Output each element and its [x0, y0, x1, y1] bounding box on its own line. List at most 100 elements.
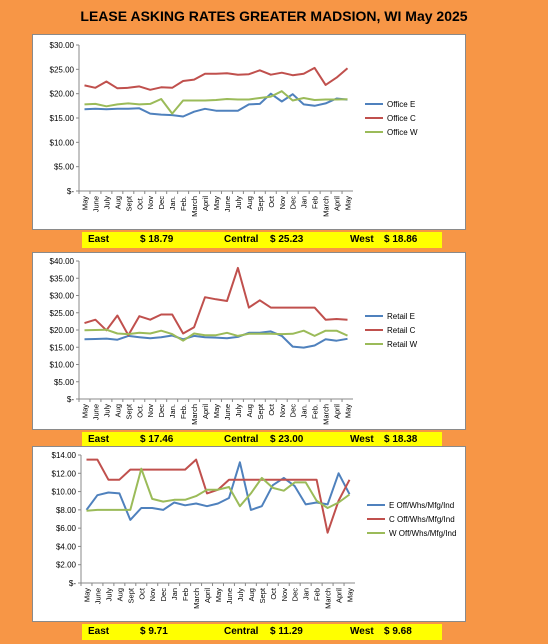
y-tick-label: $4.00 — [56, 542, 77, 551]
industrial-chart-panel: $- $2.00 $4.00 $6.00 $8.00 $10.00 $12.00 $14.00… — [32, 446, 466, 622]
y-tick-label: $15.00 — [50, 114, 75, 123]
y-tick-label: $25.00 — [50, 65, 75, 74]
y-tick-label: $35.00 — [50, 274, 75, 283]
office-chart: $- $5.00 $10.00 $15.00 $20.00 $25.00 $30.00 May… — [50, 41, 418, 217]
y-tick-label: $20.00 — [50, 90, 75, 99]
x-tick-label: Nov — [278, 196, 287, 210]
x-tick-label: Jan. — [168, 196, 177, 210]
legend-label: Retail W — [387, 340, 418, 349]
x-tick-label: Dec — [159, 588, 168, 602]
x-tick-label: Jan — [170, 588, 179, 600]
west-label: West — [350, 626, 374, 637]
y-tick-label: $5.00 — [54, 163, 75, 172]
y-tick-label: $40.00 — [50, 257, 75, 266]
east-value: $ 9.71 — [140, 626, 168, 637]
y-tick-label: $12.00 — [52, 469, 77, 478]
x-tick-label: March — [322, 196, 331, 217]
x-tick-label: May — [82, 588, 91, 602]
y-tick-label: $10.00 — [52, 488, 77, 497]
x-tick-label: July — [234, 196, 243, 210]
x-tick-label: Aug — [113, 196, 122, 209]
east-label: East — [88, 234, 110, 245]
x-tick-label: April — [201, 196, 210, 211]
central-label: Central — [224, 434, 259, 445]
page-title: LEASE ASKING RATES GREATER MADSION, WI M… — [80, 8, 468, 24]
x-tick-label: Oct. — [135, 196, 144, 210]
y-tick-label: $10.00 — [50, 361, 75, 370]
x-tick-label: Oct — [269, 587, 278, 600]
y-tick-label: $6.00 — [56, 524, 77, 533]
x-tick-label: June — [91, 196, 100, 212]
west-value: $ 18.86 — [384, 234, 418, 245]
y-tick-label: $25.00 — [50, 309, 75, 318]
legend-label: Retail E — [387, 312, 415, 321]
x-tick-label: April — [333, 196, 342, 211]
x-tick-label: May — [80, 196, 89, 210]
x-tick-label: April — [335, 588, 344, 603]
y-tick-label: $30.00 — [50, 41, 75, 50]
x-tick-label: Jan — [302, 588, 311, 600]
x-tick-label: May — [344, 196, 353, 210]
industrial-chart: $- $2.00 $4.00 $6.00 $8.00 $10.00 $12.00 $14.00… — [52, 451, 457, 609]
y-tick-label: $20.00 — [50, 326, 75, 335]
x-tick-label: May — [346, 588, 355, 602]
central-label: Central — [224, 234, 259, 245]
office-summary-bar: East $ 18.79 Central $ 25.23 West $ 18.8… — [82, 232, 442, 248]
y-tick-label: $15.00 — [50, 343, 75, 352]
x-tick-label: Sept — [124, 195, 133, 211]
x-tick-label: June — [93, 588, 102, 604]
x-tick-label: July — [236, 588, 245, 602]
x-tick-label: March — [322, 404, 331, 425]
central-value: $ 11.29 — [270, 626, 303, 637]
west-value: $ 18.38 — [384, 434, 418, 445]
x-tick-label: Feb — [313, 588, 322, 601]
legend-label: W Off/Whs/Mfg/Ind — [389, 529, 456, 538]
x-tick-label: Jan. — [168, 404, 177, 418]
west-label: West — [350, 234, 374, 245]
x-tick-label: Feb — [311, 196, 320, 209]
x-tick-label: June — [91, 404, 100, 420]
x-tick-label: Dec — [289, 196, 298, 210]
central-value: $ 25.23 — [270, 234, 304, 245]
series-line — [85, 461, 351, 521]
y-tick-label: $8.00 — [56, 506, 77, 515]
x-tick-label: Dec — [289, 404, 298, 418]
y-tick-label: $- — [67, 187, 74, 196]
x-tick-label: Dec — [157, 404, 166, 418]
industrial-summary-bar: East $ 9.71 Central $ 11.29 West $ 9.68 — [82, 624, 442, 640]
x-tick-label: April — [203, 588, 212, 603]
legend-label: C Off/Whs/Mfg/Ind — [389, 515, 455, 524]
x-tick-label: July — [102, 404, 111, 418]
x-tick-label: Dec — [291, 588, 300, 602]
east-value: $ 18.79 — [140, 234, 174, 245]
x-tick-label: Dec — [157, 196, 166, 210]
x-tick-label: Feb. — [179, 404, 188, 419]
x-tick-label: July — [102, 196, 111, 210]
x-tick-label: Nov — [146, 196, 155, 210]
x-tick-label: Aug — [115, 588, 124, 601]
x-tick-label: May — [212, 404, 221, 418]
x-tick-label: May — [344, 404, 353, 418]
x-tick-label: Aug — [113, 404, 122, 417]
y-tick-label: $30.00 — [50, 292, 75, 301]
x-tick-label: Aug — [245, 196, 254, 209]
series-line — [84, 90, 348, 115]
legend-label: Office E — [387, 100, 415, 109]
x-tick-label: July — [104, 588, 113, 602]
west-label: West — [350, 434, 374, 445]
x-tick-label: April — [333, 404, 342, 419]
central-label: Central — [224, 626, 259, 637]
series-line — [84, 66, 349, 91]
x-tick-label: Nov — [146, 404, 155, 418]
series-line — [86, 458, 351, 534]
retail-summary-bar: East $ 17.46 Central $ 23.00 West $ 18.3… — [82, 432, 442, 448]
east-value: $ 17.46 — [140, 434, 174, 445]
x-tick-label: Feb — [181, 588, 190, 601]
x-tick-label: Sept — [126, 587, 135, 603]
legend-label: E Off/Whs/Mfg/Ind — [389, 501, 454, 510]
x-tick-label: Aug — [247, 588, 256, 601]
x-tick-label: Oct. — [135, 404, 144, 418]
x-tick-label: March — [192, 588, 201, 609]
y-tick-label: $2.00 — [56, 561, 77, 570]
retail-chart: $- $5.00 $10.00 $15.00 $20.00 $25.00 $30.00 $35… — [50, 257, 418, 425]
